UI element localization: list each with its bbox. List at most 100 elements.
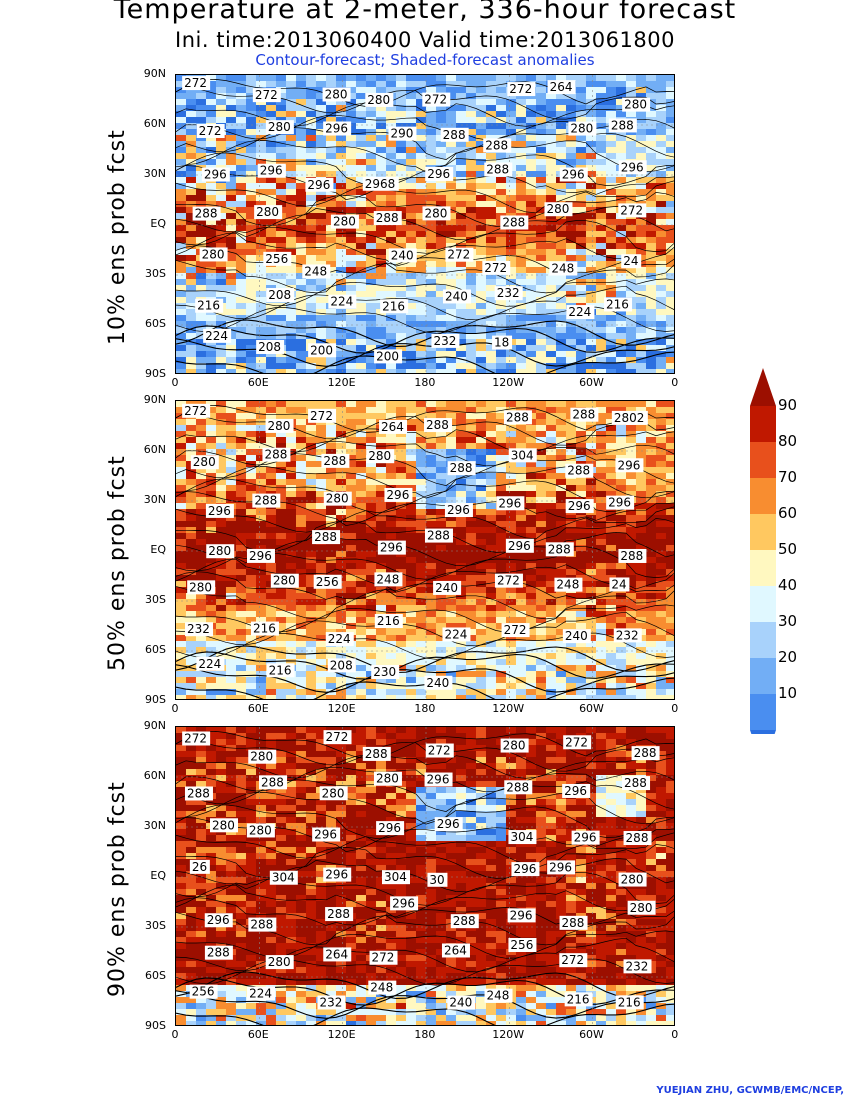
contour-label: 264 (379, 419, 408, 434)
contour-label: 2968 (362, 176, 399, 191)
svg-text:232: 232 (497, 286, 520, 300)
svg-text:280: 280 (570, 122, 593, 136)
contour-label: 280 (254, 205, 283, 220)
svg-text:248: 248 (551, 262, 574, 276)
contour-label: 288 (484, 162, 513, 177)
panel-3-label: 90% ens prob fcst (105, 781, 130, 997)
lat-tick-label: 90N (143, 393, 166, 406)
contour-label: 296 (571, 830, 600, 845)
contour-label: 264 (547, 80, 576, 95)
contour-label: 216 (374, 614, 403, 629)
contour-label: 288 (373, 211, 402, 226)
contour-label: 288 (559, 915, 588, 930)
contour-label: 224 (566, 305, 595, 320)
contour-label: 224 (328, 294, 357, 309)
svg-text:272: 272 (424, 93, 447, 107)
contour-label: 224 (325, 632, 354, 647)
svg-text:272: 272 (509, 82, 532, 96)
svg-text:288: 288 (486, 162, 509, 176)
lat-tick-label: 60S (145, 317, 166, 330)
svg-text:280: 280 (202, 247, 225, 261)
contour-label: 2802 (611, 410, 648, 425)
lat-tick-label: 30S (145, 267, 166, 280)
contour-label: 280 (190, 455, 219, 470)
map-panel-3: 272 280 272 288 272 280 272 288 288 288 280 280 296 2… (175, 726, 675, 1026)
contour-label: 296 (444, 503, 473, 518)
contour-label: 288 (565, 463, 594, 478)
contour-label: 296 (384, 487, 413, 502)
svg-text:288: 288 (611, 118, 634, 132)
svg-text:280: 280 (367, 93, 390, 107)
svg-text:272: 272 (184, 76, 207, 90)
contour-label: 216 (615, 995, 644, 1010)
contour-label: 272 (308, 408, 337, 423)
contour-label: 26 (189, 859, 210, 874)
map-panel-2: 272 280 272 264 288 288 288 2802 280 288 288 280 288… (175, 400, 675, 700)
contour-label: 232 (317, 995, 346, 1010)
svg-text:288: 288 (376, 211, 399, 225)
contour-label: 272 (323, 730, 352, 745)
contour-label: 280 (322, 87, 351, 102)
contour-label: 18 (492, 335, 513, 350)
contour-label: 280 (323, 491, 352, 506)
svg-text:288: 288 (195, 207, 218, 221)
svg-text:200: 200 (376, 349, 399, 363)
lat-tick-label: 90S (145, 367, 166, 380)
contour-label: 296 (424, 772, 453, 787)
contour-label: 296 (205, 503, 234, 518)
contour-label: 304 (508, 448, 537, 463)
contour-label: 208 (256, 339, 285, 354)
panel-1-label: 10% ens prob fcst (105, 129, 130, 345)
lon-tick-label: 60E (247, 376, 269, 389)
contour-label: 288 (483, 138, 512, 153)
contour-label: 296 (615, 458, 644, 473)
lat-tick-label: 30N (143, 819, 166, 832)
contour-label: 232 (623, 959, 652, 974)
svg-text:224: 224 (330, 295, 353, 309)
contour-label: 280 (199, 247, 228, 262)
lat-tick-label: 90S (145, 693, 166, 706)
lat-tick-label: EQ (150, 543, 166, 556)
colorbar-level-label: 30 (778, 612, 798, 630)
contour-label: 240 (562, 629, 591, 644)
contour-label: 280 (270, 573, 299, 588)
svg-text:24: 24 (623, 254, 638, 268)
contour-label: 296 (323, 867, 352, 882)
contour-label: 288 (248, 917, 277, 932)
contour-label: 280 (422, 206, 451, 221)
contour-label: 296 (511, 862, 540, 877)
contour-label: 296 (507, 908, 536, 923)
panel-2-label: 50% ens prob fcst (105, 455, 130, 671)
contour-label: 272 (563, 735, 592, 750)
contour-label: 296 (376, 821, 405, 836)
colorbar-segment (750, 514, 776, 550)
lat-tick-label: EQ (150, 869, 166, 882)
colorbar-level-label: 10 (778, 684, 798, 702)
contour-label: 280 (622, 97, 651, 112)
svg-text:224: 224 (205, 329, 228, 343)
contour-label: 288 (312, 530, 341, 545)
contour-label: 24 (609, 577, 630, 592)
contour-label: 224 (196, 656, 225, 671)
contour-label: 24 (621, 254, 642, 269)
contour-label: 288 (570, 407, 599, 422)
contour-line (176, 453, 674, 486)
svg-text:216: 216 (382, 299, 405, 313)
lat-tick-label: 60N (143, 117, 166, 130)
svg-text:216: 216 (197, 299, 220, 313)
svg-text:296: 296 (307, 178, 330, 192)
contour-label: 248 (302, 264, 331, 279)
credit-text: YUEJIAN ZHU, GCWMB/EMC/NCEP, (656, 1085, 844, 1096)
contour-label: 264 (323, 947, 352, 962)
svg-text:208: 208 (258, 340, 281, 354)
contour-label: 216 (195, 298, 224, 313)
lon-tick-label: 60W (579, 1028, 604, 1041)
lon-tick-label: 0 (171, 376, 179, 389)
colorbar-segment (750, 406, 776, 442)
contour-label: 296 (496, 496, 525, 511)
contour-label: 216 (250, 621, 279, 636)
contour-label: 272 (445, 247, 474, 262)
lon-tick-label: 120W (492, 1028, 525, 1041)
contour-label: 296 (377, 540, 406, 555)
contour-label: 240 (388, 248, 417, 263)
